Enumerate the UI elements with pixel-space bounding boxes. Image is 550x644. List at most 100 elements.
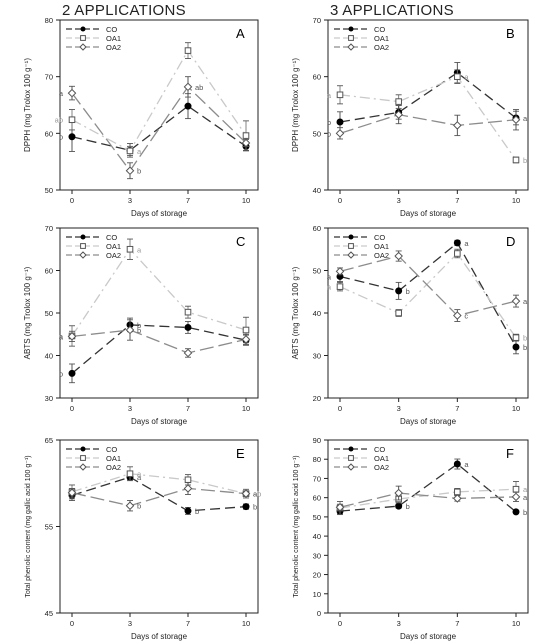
data-point bbox=[336, 91, 344, 99]
legend-marker bbox=[348, 455, 354, 461]
series-line bbox=[71, 473, 247, 495]
x-tick-label: 10 bbox=[242, 404, 250, 413]
x-axis-label: Days of storage bbox=[400, 417, 457, 426]
data-point bbox=[394, 251, 403, 261]
legend-label: OA1 bbox=[106, 242, 121, 251]
y-axis-label: ABTS (mg Trolox 100 g⁻¹) bbox=[291, 266, 300, 359]
heading-3-applications: 3 APPLICATIONS bbox=[330, 2, 454, 19]
series-oa2: a bbox=[335, 485, 528, 512]
legend-label: OA2 bbox=[374, 251, 389, 260]
y-tick-label: 10 bbox=[313, 590, 321, 599]
y-tick-label: 90 bbox=[313, 436, 321, 445]
series-line bbox=[71, 248, 247, 337]
legend-label: OA1 bbox=[106, 34, 121, 43]
x-tick-label: 7 bbox=[455, 196, 459, 205]
series-oa2: ba bbox=[67, 481, 258, 512]
data-point bbox=[183, 484, 193, 493]
significance-letter: ab bbox=[55, 116, 63, 125]
series-line bbox=[339, 241, 517, 348]
y-axis-label: Total phenolic content (mg gallic acid 1… bbox=[293, 455, 300, 597]
data-point bbox=[511, 492, 521, 502]
data-point bbox=[242, 132, 250, 139]
x-tick-label: 10 bbox=[512, 196, 520, 205]
series-co: bb bbox=[59, 317, 250, 384]
series-line bbox=[339, 463, 517, 513]
data-point bbox=[335, 267, 345, 276]
y-tick-label: 60 bbox=[313, 224, 321, 233]
y-tick-label: 30 bbox=[313, 352, 321, 361]
significance-letter: b bbox=[523, 334, 527, 343]
significance-letter: b bbox=[523, 508, 527, 517]
series-oa1: a a b bbox=[327, 69, 527, 165]
series-line bbox=[71, 476, 247, 512]
series-line bbox=[71, 324, 247, 374]
legend-label: OA1 bbox=[374, 454, 389, 463]
y-tick-label: 20 bbox=[313, 394, 321, 403]
legend-marker bbox=[80, 446, 86, 452]
series-co: a b b bbox=[68, 473, 257, 516]
significance-letter: b bbox=[523, 156, 527, 165]
legend-label: CO bbox=[106, 445, 117, 454]
legend-marker bbox=[80, 234, 86, 240]
x-tick-label: 0 bbox=[338, 196, 342, 205]
significance-letter: b bbox=[137, 502, 141, 511]
y-axis-label: Total phenolic content (mg gallic acid 1… bbox=[25, 455, 32, 597]
panel-label: B bbox=[506, 26, 515, 41]
plot-frame bbox=[327, 227, 529, 399]
data-point bbox=[67, 332, 77, 341]
series-line bbox=[71, 105, 247, 152]
y-tick-label: 0 bbox=[317, 609, 321, 618]
legend-label: OA1 bbox=[106, 454, 121, 463]
series-co: b bbox=[59, 93, 250, 158]
x-tick-label: 3 bbox=[397, 196, 401, 205]
panel-label: E bbox=[236, 446, 245, 461]
legend-marker bbox=[79, 43, 87, 51]
x-tick-label: 7 bbox=[186, 196, 190, 205]
series-line bbox=[71, 49, 247, 152]
y-tick-label: 50 bbox=[313, 513, 321, 522]
y-axis-label: DPPH (mg Trolox 100 g⁻¹) bbox=[23, 58, 32, 152]
legend-marker bbox=[348, 446, 354, 452]
data-point bbox=[126, 147, 134, 155]
significance-letter: a bbox=[253, 490, 258, 499]
panel-label: F bbox=[506, 446, 514, 461]
y-tick-label: 40 bbox=[313, 186, 321, 195]
y-tick-label: 20 bbox=[313, 571, 321, 580]
x-tick-label: 7 bbox=[186, 404, 190, 413]
y-tick-label: 70 bbox=[313, 474, 321, 483]
significance-letter: a bbox=[137, 245, 142, 254]
significance-letter: a bbox=[523, 493, 528, 502]
panel-label: A bbox=[236, 26, 245, 41]
y-tick-label: 60 bbox=[45, 129, 53, 138]
significance-letter: b bbox=[195, 507, 199, 516]
legend-marker bbox=[348, 26, 354, 32]
y-tick-label: 50 bbox=[45, 186, 53, 195]
data-point bbox=[454, 73, 461, 80]
significance-letter: a bbox=[464, 460, 469, 469]
series-line bbox=[339, 492, 517, 508]
data-point bbox=[453, 239, 461, 247]
significance-letter: a bbox=[464, 73, 469, 82]
panel-label: D bbox=[506, 234, 515, 249]
data-point bbox=[241, 138, 251, 148]
series-oa1: ab bbox=[327, 248, 527, 343]
legend-marker bbox=[80, 243, 86, 249]
series-line bbox=[339, 113, 517, 134]
data-point bbox=[335, 129, 345, 138]
y-tick-label: 70 bbox=[45, 224, 53, 233]
data-point bbox=[67, 488, 77, 498]
data-point bbox=[512, 343, 520, 351]
x-tick-label: 10 bbox=[512, 404, 520, 413]
data-point bbox=[512, 156, 520, 164]
legend-label: CO bbox=[374, 445, 385, 454]
significance-letter: a bbox=[464, 239, 469, 248]
x-axis-label: Days of storage bbox=[400, 209, 457, 218]
y-axis-label: DPPH (mg Trolox 100 g⁻¹) bbox=[291, 58, 300, 152]
data-point bbox=[242, 503, 250, 511]
data-point bbox=[336, 118, 344, 126]
data-point bbox=[241, 489, 251, 498]
y-tick-label: 60 bbox=[45, 267, 53, 276]
chart-panel-e: E 45 55 65 0 3 7 10 Days of storage Total phenoli… bbox=[25, 436, 261, 641]
data-point bbox=[184, 308, 192, 316]
